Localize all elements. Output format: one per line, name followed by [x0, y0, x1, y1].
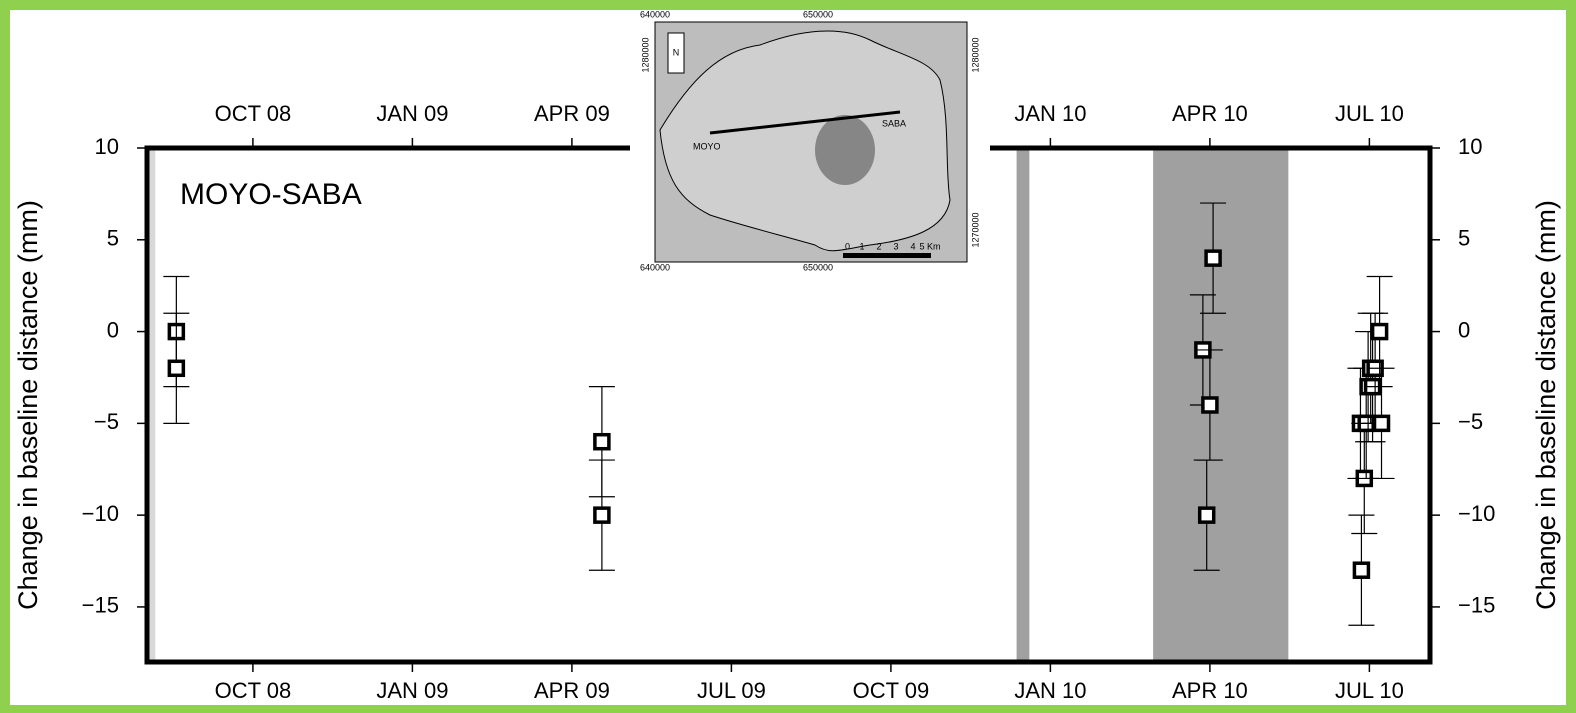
marker [1206, 251, 1220, 265]
inset-map: N MOYO SABA 640000 650000 640000 650000 … [630, 9, 990, 275]
marker [1373, 325, 1387, 339]
shaded-period [1153, 148, 1288, 662]
page: OCT 08 OCT 08 JAN 09 JAN 09 APR 09 APR 09 JUL … [0, 0, 1576, 713]
scale-label: 2 [876, 241, 881, 251]
y2-tick-label: −5 [1458, 409, 1483, 434]
scale-label: 1 [859, 241, 864, 251]
x-tick-label: JAN 09 [376, 678, 448, 703]
x-tick-label: JUL 09 [697, 678, 766, 703]
chart: OCT 08 OCT 08 JAN 09 JAN 09 APR 09 APR 09 JUL … [0, 0, 1576, 713]
y-tick-label: −15 [82, 593, 119, 618]
marker [1200, 508, 1214, 522]
x-tick-label: APR 09 [534, 678, 610, 703]
x-tick-label: OCT 09 [853, 678, 930, 703]
inset-x-label: 650000 [803, 262, 833, 272]
y2-tick-label: −10 [1458, 501, 1495, 526]
y2-tick-label: 10 [1458, 134, 1482, 159]
inset-y-label: 1280000 [970, 37, 980, 72]
x-tick-label-top: APR 09 [534, 101, 610, 126]
scale-label: 5 Km [919, 241, 940, 251]
y-tick-label: −10 [82, 501, 119, 526]
x-tick-label-top: APR 10 [1172, 101, 1248, 126]
x-tick-label-top: JUL 10 [1335, 101, 1404, 126]
marker [595, 435, 609, 449]
y-tick-label: 10 [95, 134, 119, 159]
station: MOYO [693, 141, 721, 151]
y2-tick-label: 5 [1458, 226, 1470, 251]
inset-x-label: 640000 [640, 9, 670, 19]
x-tick-label: APR 10 [1172, 678, 1248, 703]
summit-shade [815, 115, 875, 185]
y2-axis-title: Change in baseline distance (mm) [1531, 200, 1561, 610]
x-tick-label: JUL 10 [1335, 678, 1404, 703]
x-tick-label: OCT 08 [215, 678, 292, 703]
north-label: N [673, 47, 680, 57]
scale-bar [843, 253, 931, 258]
y-tick-label: 0 [107, 317, 119, 342]
y-tick-label: 5 [107, 226, 119, 251]
y2-tick-label: −15 [1458, 593, 1495, 618]
inset-x-label: 650000 [803, 9, 833, 19]
marker [169, 361, 183, 375]
marker [595, 508, 609, 522]
y2-tick-label: 0 [1458, 317, 1470, 342]
station: SABA [882, 118, 906, 128]
x-tick-label-top: JAN 10 [1014, 101, 1086, 126]
y-axis-title: Change in baseline distance (mm) [13, 200, 43, 610]
x-tick-label-top: JAN 09 [376, 101, 448, 126]
x-tick-label: JAN 10 [1014, 678, 1086, 703]
x-tick-label-top: OCT 08 [215, 101, 292, 126]
scale-label: 0 [845, 241, 850, 251]
marker [1354, 563, 1368, 577]
inset-y-label: 1280000 [640, 37, 650, 72]
annotation: MOYO-SABA [180, 178, 362, 211]
scale-label: 3 [893, 241, 898, 251]
marker [1375, 416, 1389, 430]
y-tick-label: −5 [94, 409, 119, 434]
inset-x-label: 640000 [640, 262, 670, 272]
marker [1203, 398, 1217, 412]
scale-label: 4 [910, 241, 915, 251]
shaded-period [1017, 148, 1030, 662]
inset-y-label: 1270000 [970, 212, 980, 247]
